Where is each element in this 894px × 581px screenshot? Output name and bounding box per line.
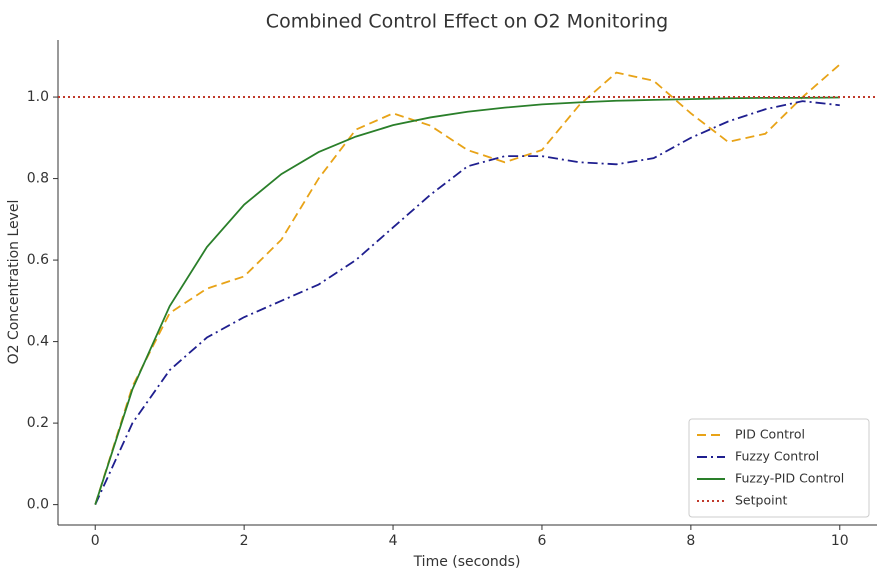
legend-label: Fuzzy Control: [735, 449, 819, 464]
y-tick-label: 1.0: [27, 89, 49, 105]
series-line: [94, 96, 840, 505]
chart-title: Combined Control Effect on O2 Monitoring: [266, 11, 668, 33]
legend-label: Fuzzy-PID Control: [735, 471, 844, 486]
x-tick-label: 6: [537, 533, 546, 549]
x-tick-label: 0: [91, 533, 100, 549]
x-tick-label: 10: [831, 533, 849, 549]
y-axis-label: O2 Concentration Level: [6, 200, 22, 365]
series-line: [94, 63, 841, 505]
x-tick-label: 2: [240, 533, 249, 549]
legend-box: [688, 418, 870, 518]
legend: PID Control Fuzzy Control Fuzzy-PID Contro…: [688, 418, 870, 518]
x-axis-label: Time (seconds): [413, 554, 521, 570]
x-tick-label: 4: [389, 533, 398, 549]
y-tick-label: 0.6: [27, 252, 49, 268]
y-tick-label: 0.4: [27, 334, 49, 350]
x-tick-label: 8: [686, 533, 695, 549]
y-tick-label: 0.8: [27, 171, 49, 187]
legend-label: PID Control: [735, 427, 805, 442]
y-tick-label: 0.0: [27, 497, 49, 513]
y-tick-label: 0.2: [27, 415, 49, 431]
legend-label: Setpoint: [735, 493, 788, 508]
